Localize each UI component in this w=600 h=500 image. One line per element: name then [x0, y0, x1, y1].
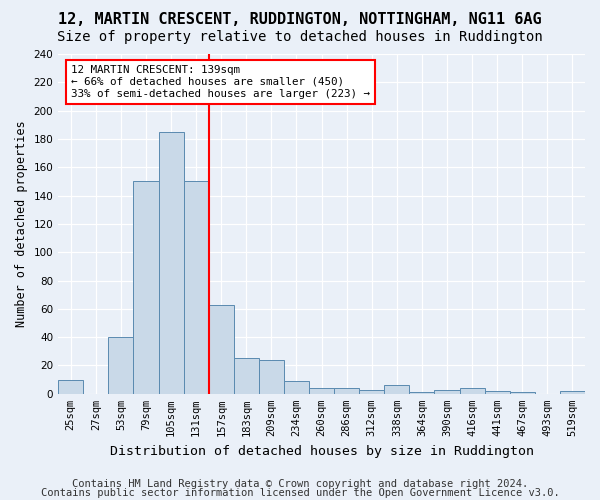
Bar — [284, 381, 309, 394]
Bar — [158, 132, 184, 394]
Text: 12 MARTIN CRESCENT: 139sqm
← 66% of detached houses are smaller (450)
33% of sem: 12 MARTIN CRESCENT: 139sqm ← 66% of deta… — [71, 66, 370, 98]
Bar — [434, 390, 460, 394]
Bar — [58, 380, 83, 394]
Text: Contains HM Land Registry data © Crown copyright and database right 2024.: Contains HM Land Registry data © Crown c… — [72, 479, 528, 489]
Bar — [334, 388, 359, 394]
Bar — [485, 391, 510, 394]
Bar — [309, 388, 334, 394]
Bar — [385, 386, 409, 394]
Text: Contains public sector information licensed under the Open Government Licence v3: Contains public sector information licen… — [41, 488, 559, 498]
Bar — [460, 388, 485, 394]
Bar — [234, 358, 259, 394]
Bar — [133, 182, 158, 394]
Text: Size of property relative to detached houses in Ruddington: Size of property relative to detached ho… — [57, 30, 543, 44]
Bar — [109, 337, 133, 394]
Bar — [184, 182, 209, 394]
X-axis label: Distribution of detached houses by size in Ruddington: Distribution of detached houses by size … — [110, 444, 533, 458]
Bar — [409, 392, 434, 394]
Bar — [259, 360, 284, 394]
Bar — [359, 390, 385, 394]
Text: 12, MARTIN CRESCENT, RUDDINGTON, NOTTINGHAM, NG11 6AG: 12, MARTIN CRESCENT, RUDDINGTON, NOTTING… — [58, 12, 542, 28]
Bar — [560, 391, 585, 394]
Bar — [510, 392, 535, 394]
Bar — [209, 304, 234, 394]
Y-axis label: Number of detached properties: Number of detached properties — [15, 120, 28, 327]
